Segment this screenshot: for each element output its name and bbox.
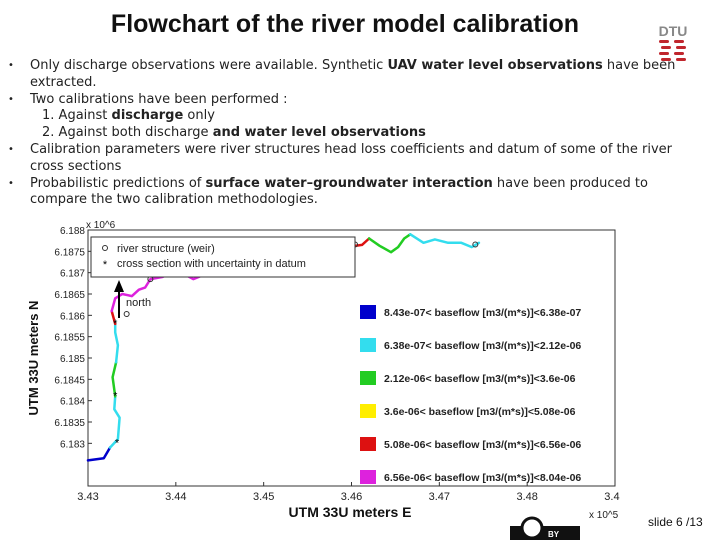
x-multiplier: x 10^5 (589, 510, 619, 520)
bullet-item: • Only discharge observations were avail… (8, 58, 698, 92)
cross-section-marker: * (113, 390, 118, 402)
y-tick-label: 6.187 (60, 269, 85, 280)
bullet-marker: • (8, 177, 14, 189)
legend-cross-section-marker: * (103, 259, 108, 271)
bullet-text-tail: have been extracted. (30, 58, 676, 90)
bullet-marker: • (8, 93, 14, 105)
x-tick-label: 3.44 (165, 491, 186, 503)
river-map-chart: 3.43 3.44 3.45 3.46 3.47 3.48 3.49 6.188 6.1875 6… (26, 220, 620, 520)
color-class-label: 6.56e-06< baseflow [m3/(m*s)]<8.04e-06 (384, 472, 581, 484)
color-class-label: 3.6e-06< baseflow [m3/(m*s)]<5.08e-06 (384, 406, 576, 418)
sub-number: 2. (42, 125, 55, 141)
river-segment (108, 395, 121, 449)
river-segment (113, 322, 120, 364)
sub-text-tail: only (183, 108, 215, 124)
bullet-item: • Two calibrations have been performed : (8, 92, 698, 109)
river-segment (110, 309, 117, 326)
bullet-text: Two calibrations have been performed : (30, 91, 288, 107)
x-tick-label: 3.43 (77, 491, 98, 503)
bullet-marker: • (8, 143, 14, 155)
color-class-label: 8.43e-07< baseflow [m3/(m*s)]<6.38e-07 (384, 307, 581, 319)
y-tick-label: 6.1835 (54, 418, 85, 429)
color-class-label: 5.08e-06< baseflow [m3/(m*s)]<6.56e-06 (384, 439, 581, 451)
slide-title: Flowchart of the river model calibration (110, 10, 580, 38)
y-multiplier: x 10^6 (86, 220, 116, 231)
river-segment (111, 361, 118, 398)
color-class-swatch (360, 305, 376, 319)
y-tick-label: 6.184 (60, 397, 85, 408)
weir-marker (472, 241, 479, 248)
sub-list-item: 2. Against both discharge and water leve… (8, 125, 698, 142)
sub-list-item: 1. Against discharge only (8, 108, 698, 125)
legend-entry-cross-section: cross section with uncertainty in datum (117, 258, 306, 270)
y-tick-label: 6.188 (60, 226, 85, 237)
river-segment (409, 233, 481, 249)
slide-number: slide 6 /13 (648, 515, 703, 529)
y-axis-label: UTM 33U meters N (26, 301, 41, 416)
bullet-item: • Probabilistic predictions of surface w… (8, 176, 698, 210)
y-tick-label: 6.1855 (54, 333, 85, 344)
cross-section-marker: * (113, 318, 118, 330)
sub-number: 1. (42, 108, 55, 124)
x-tick-label: 3.48 (516, 491, 537, 503)
bullet-text: Calibration parameters were river struct… (30, 141, 672, 174)
bullet-text: Probabilistic predictions of (30, 175, 206, 191)
y-tick-label: 6.1875 (54, 247, 85, 258)
bullet-bold: surface water–groundwater interaction (205, 175, 493, 191)
y-tick-label: 6.1845 (54, 375, 85, 386)
x-tick-label: 3.49 (604, 491, 620, 503)
bullet-text: Only discharge observations were availab… (30, 58, 388, 73)
legend-entry-weir: river structure (weir) (117, 243, 215, 255)
weir-marker (123, 311, 130, 318)
x-tick-label: 3.45 (253, 491, 274, 503)
color-class-swatch (360, 470, 376, 484)
y-tick-label: 6.186 (60, 311, 85, 322)
color-class-swatch (360, 371, 376, 385)
color-class-label: 2.12e-06< baseflow [m3/(m*s)]<3.6e-06 (384, 373, 576, 385)
y-tick-label: 6.1865 (54, 290, 85, 301)
sub-text: Against (58, 108, 112, 124)
river-segment (86, 446, 112, 462)
north-label: north (126, 297, 151, 309)
x-tick-label: 3.46 (341, 491, 362, 503)
cc-license-badge: BY (510, 516, 580, 540)
bullet-list: • Only discharge observations were avail… (8, 58, 698, 209)
north-arrow-head (114, 280, 124, 292)
color-class-label: 6.38e-07< baseflow [m3/(m*s)]<2.12e-06 (384, 340, 581, 352)
river-segment (367, 233, 412, 254)
license-label: BY (548, 530, 560, 539)
x-axis-label: UTM 33U meters E (289, 504, 412, 520)
bullet-marker: • (8, 60, 14, 71)
sub-bold: discharge (111, 108, 184, 124)
bullet-text-tail: have been produced to compare the two ca… (30, 175, 648, 208)
sub-text: Against both discharge (58, 125, 213, 141)
color-class-swatch (360, 437, 376, 451)
y-tick-label: 6.185 (60, 354, 85, 365)
dtu-logo-text: DTU (659, 23, 688, 39)
cross-section-marker: * (115, 437, 120, 449)
legend-weir-marker (102, 245, 108, 251)
sub-bold: and water level observations (212, 125, 426, 141)
bullet-item: • Calibration parameters were river stru… (8, 142, 698, 176)
color-class-swatch (360, 404, 376, 418)
y-tick-label: 6.183 (60, 439, 85, 450)
x-tick-label: 3.47 (429, 491, 450, 503)
legend-box (90, 236, 356, 278)
bullet-bold: UAV water level observations (387, 58, 603, 73)
color-class-swatch (360, 338, 376, 352)
dtu-logo: DTU (659, 23, 688, 61)
